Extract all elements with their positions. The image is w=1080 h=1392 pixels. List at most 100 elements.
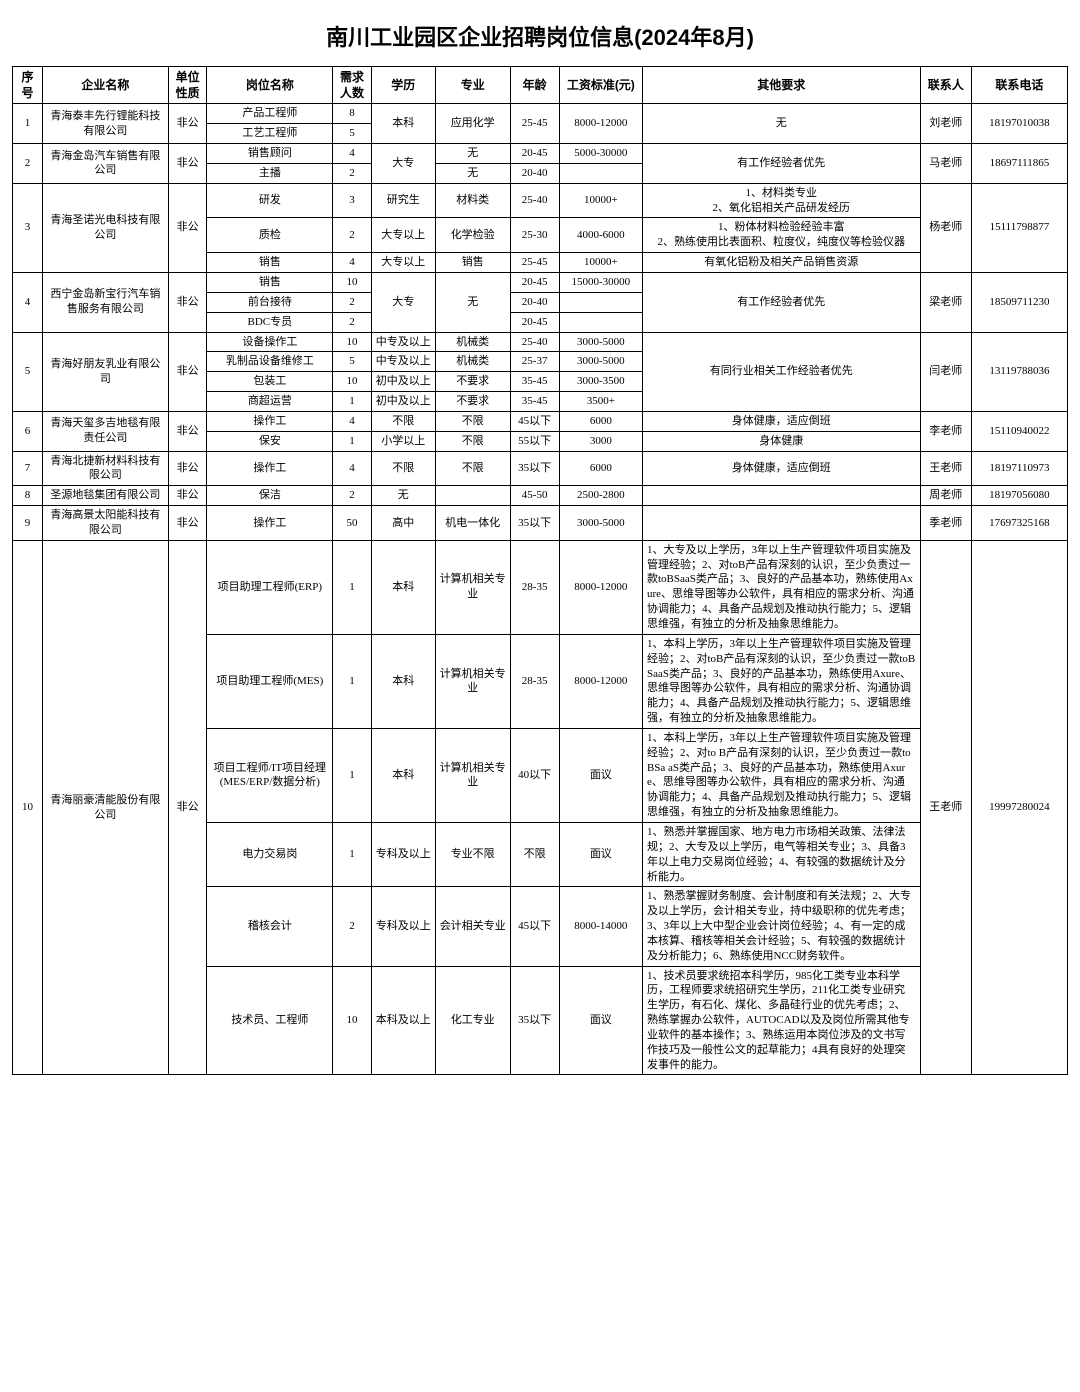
- cell-position: 研发: [207, 183, 333, 218]
- cell-age: 35以下: [510, 966, 559, 1075]
- cell-count: 10: [333, 372, 371, 392]
- cell-req: 无: [642, 104, 920, 144]
- cell-age: 25-30: [510, 218, 559, 253]
- cell-edu: 中专及以上: [371, 352, 435, 372]
- cell-tel: 19997280024: [971, 540, 1067, 1075]
- th-salary: 工资标准(元): [559, 67, 642, 104]
- cell-age: 35-45: [510, 372, 559, 392]
- cell-seq: 10: [13, 540, 43, 1075]
- cell-age: 25-45: [510, 104, 559, 144]
- cell-age: 不限: [510, 822, 559, 886]
- cell-position: 设备操作工: [207, 332, 333, 352]
- cell-seq: 7: [13, 451, 43, 486]
- cell-age: 25-45: [510, 253, 559, 273]
- cell-age: 25-40: [510, 332, 559, 352]
- cell-req: 1、本科上学历，3年以上生产管理软件项目实施及管理经验；2、对toB产品有深刻的…: [642, 634, 920, 728]
- th-req: 其他要求: [642, 67, 920, 104]
- cell-edu: 本科: [371, 540, 435, 634]
- cell-count: 1: [333, 822, 371, 886]
- th-edu: 学历: [371, 67, 435, 104]
- cell-edu: 大专以上: [371, 253, 435, 273]
- cell-tel: 17697325168: [971, 506, 1067, 541]
- cell-age: 25-40: [510, 183, 559, 218]
- th-contact: 联系人: [920, 67, 971, 104]
- cell-position: 稽核会计: [207, 887, 333, 966]
- cell-age: 35以下: [510, 451, 559, 486]
- cell-position: 操作工: [207, 411, 333, 431]
- cell-company: 青海好朋友乳业有限公司: [42, 332, 168, 411]
- cell-age: 45-50: [510, 486, 559, 506]
- table-row: 6青海天玺多吉地毯有限责任公司非公操作工4不限不限45以下6000身体健康，适应…: [13, 411, 1068, 431]
- cell-position: 保安: [207, 431, 333, 451]
- cell-edu: 初中及以上: [371, 392, 435, 412]
- cell-edu: 本科: [371, 728, 435, 822]
- cell-req: 身体健康，适应倒班: [642, 411, 920, 431]
- cell-edu: 小学以上: [371, 431, 435, 451]
- cell-salary: 6000: [559, 451, 642, 486]
- table-row: 4西宁金岛新宝行汽车销售服务有限公司非公销售10大专无20-4515000-30…: [13, 272, 1068, 292]
- cell-count: 3: [333, 183, 371, 218]
- table-row: 2青海金岛汽车销售有限公司非公销售顾问4大专无20-455000-30000有工…: [13, 144, 1068, 164]
- cell-req: 身体健康: [642, 431, 920, 451]
- cell-age: 20-40: [510, 163, 559, 183]
- cell-tel: 15110940022: [971, 411, 1067, 451]
- header-row: 序号 企业名称 单位性质 岗位名称 需求人数 学历 专业 年龄 工资标准(元) …: [13, 67, 1068, 104]
- cell-salary: 面议: [559, 822, 642, 886]
- th-major: 专业: [435, 67, 510, 104]
- cell-salary: 3000-5000: [559, 506, 642, 541]
- cell-salary: 8000-12000: [559, 104, 642, 144]
- cell-req: 1、熟悉并掌握国家、地方电力市场相关政策、法律法规；2、大专及以上学历，电气等相…: [642, 822, 920, 886]
- cell-contact: 马老师: [920, 144, 971, 184]
- cell-edu: 本科: [371, 104, 435, 144]
- cell-age: 45以下: [510, 411, 559, 431]
- cell-position: 销售顾问: [207, 144, 333, 164]
- cell-major: 会计相关专业: [435, 887, 510, 966]
- cell-req: 1、本科上学历，3年以上生产管理软件项目实施及管理经验；2、对to B产品有深刻…: [642, 728, 920, 822]
- cell-age: 28-35: [510, 634, 559, 728]
- cell-age: 20-45: [510, 312, 559, 332]
- cell-major: 不要求: [435, 372, 510, 392]
- cell-tel: 15111798877: [971, 183, 1067, 272]
- cell-count: 4: [333, 451, 371, 486]
- cell-major: 机电一体化: [435, 506, 510, 541]
- cell-age: 25-37: [510, 352, 559, 372]
- cell-salary: 3000-5000: [559, 332, 642, 352]
- cell-edu: 研究生: [371, 183, 435, 218]
- cell-count: 1: [333, 540, 371, 634]
- cell-req: 1、熟悉掌握财务制度、会计制度和有关法规；2、大专及以上学历，会计相关专业，持中…: [642, 887, 920, 966]
- cell-position: 项目助理工程师(ERP): [207, 540, 333, 634]
- cell-major: 不限: [435, 431, 510, 451]
- th-nature: 单位性质: [168, 67, 206, 104]
- table-row: 3青海圣诺光电科技有限公司非公研发3研究生材料类25-4010000+1、材料类…: [13, 183, 1068, 218]
- cell-major: 计算机相关专业: [435, 728, 510, 822]
- cell-major: 无: [435, 272, 510, 332]
- cell-edu: 初中及以上: [371, 372, 435, 392]
- th-position: 岗位名称: [207, 67, 333, 104]
- cell-salary: 10000+: [559, 253, 642, 273]
- cell-tel: 13119788036: [971, 332, 1067, 411]
- cell-req: 1、粉体材料检验经验丰富2、熟练使用比表面积、粒度仪，纯度仪等检验仪器: [642, 218, 920, 253]
- cell-contact: 王老师: [920, 451, 971, 486]
- cell-nature: 非公: [168, 411, 206, 451]
- cell-count: 1: [333, 431, 371, 451]
- cell-age: 45以下: [510, 887, 559, 966]
- cell-position: 包装工: [207, 372, 333, 392]
- cell-edu: 专科及以上: [371, 822, 435, 886]
- cell-nature: 非公: [168, 144, 206, 184]
- cell-contact: 李老师: [920, 411, 971, 451]
- cell-company: 青海高景太阳能科技有限公司: [42, 506, 168, 541]
- cell-major: 材料类: [435, 183, 510, 218]
- cell-req: 有同行业相关工作经验者优先: [642, 332, 920, 411]
- cell-seq: 6: [13, 411, 43, 451]
- cell-position: 销售: [207, 272, 333, 292]
- cell-count: 4: [333, 411, 371, 431]
- cell-major: 专业不限: [435, 822, 510, 886]
- cell-major: 无: [435, 163, 510, 183]
- cell-salary: 面议: [559, 728, 642, 822]
- cell-salary: 面议: [559, 966, 642, 1075]
- cell-position: 技术员、工程师: [207, 966, 333, 1075]
- cell-seq: 3: [13, 183, 43, 272]
- cell-major: 化学检验: [435, 218, 510, 253]
- cell-count: 2: [333, 486, 371, 506]
- cell-company: 西宁金岛新宝行汽车销售服务有限公司: [42, 272, 168, 332]
